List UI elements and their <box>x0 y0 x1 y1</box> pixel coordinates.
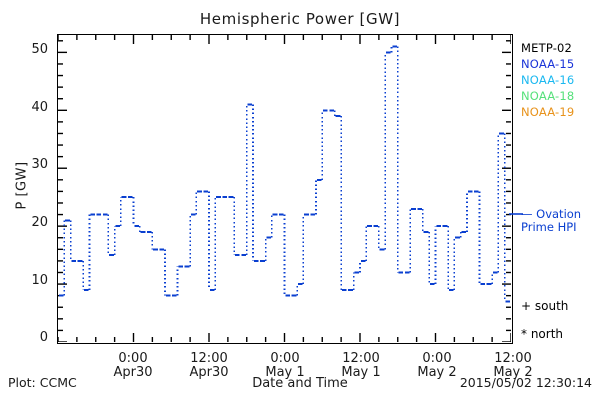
symbol-key-south: + south <box>521 299 569 313</box>
ovation-prime-key: — Ovation Prime HPI <box>509 207 600 234</box>
x-tick-5-time: 12:00 <box>494 351 532 366</box>
x-tick-2-date: May 1 <box>265 365 305 380</box>
y-tick-20: 20 <box>31 215 48 230</box>
legend-item-noaa-19[interactable]: NOAA-19 <box>521 105 575 119</box>
x-tick-3: 12:00 May 1 <box>316 352 406 380</box>
plot-area <box>57 34 513 344</box>
plot-timestamp: 2015/05/02 12:30:14 <box>459 375 592 390</box>
legend: METP-02 NOAA-15 NOAA-16 NOAA-18 NOAA-19 <box>521 40 600 120</box>
legend-item-noaa-15[interactable]: NOAA-15 <box>521 57 575 71</box>
x-tick-1-date: Apr30 <box>189 365 229 380</box>
y-tick-40: 40 <box>31 100 48 115</box>
x-tick-0-date: Apr30 <box>113 365 153 380</box>
legend-item-noaa-16[interactable]: NOAA-16 <box>521 73 575 87</box>
x-tick-2-time: 0:00 <box>270 351 300 366</box>
plot-canvas <box>58 35 511 342</box>
ovation-hpi-series <box>58 45 511 303</box>
legend-item-noaa-18[interactable]: NOAA-18 <box>521 89 575 103</box>
y-tick-30: 30 <box>31 157 48 172</box>
x-tick-5-date: May 2 <box>493 365 533 380</box>
x-tick-1-time: 12:00 <box>190 351 228 366</box>
y-tick-10: 10 <box>31 273 48 288</box>
page-title: Hemispheric Power [GW] <box>199 10 401 28</box>
y-tick-50: 50 <box>31 42 48 57</box>
x-axis-title: Date and Time <box>252 376 348 391</box>
x-tick-3-date: May 1 <box>341 365 381 380</box>
x-tick-2: 0:00 May 1 <box>240 352 330 380</box>
x-tick-4-time: 0:00 <box>422 351 452 366</box>
x-tick-4: 0:00 May 2 <box>392 352 482 380</box>
y-axis-ticks: 0 10 20 30 40 50 <box>0 0 54 400</box>
x-tick-0: 0:00 Apr30 <box>88 352 178 380</box>
symbol-key-north: * north <box>521 327 564 341</box>
x-tick-5: 12:00 May 2 <box>468 352 558 380</box>
ovation-key-line1: — Ovation <box>521 207 582 221</box>
x-tick-1: 12:00 Apr30 <box>164 352 254 380</box>
y-tick-0: 0 <box>39 330 48 345</box>
x-tick-0-time: 0:00 <box>118 351 148 366</box>
ovation-line-swatch <box>509 213 523 215</box>
x-tick-4-date: May 2 <box>417 365 457 380</box>
y-tick-marks <box>58 40 511 342</box>
plot-credit: Plot: CCMC <box>8 375 77 390</box>
ovation-key-line2: Prime HPI <box>521 220 577 234</box>
x-tick-marks <box>58 35 511 342</box>
x-tick-3-time: 12:00 <box>342 351 380 366</box>
legend-item-metp-02[interactable]: METP-02 <box>521 41 573 55</box>
